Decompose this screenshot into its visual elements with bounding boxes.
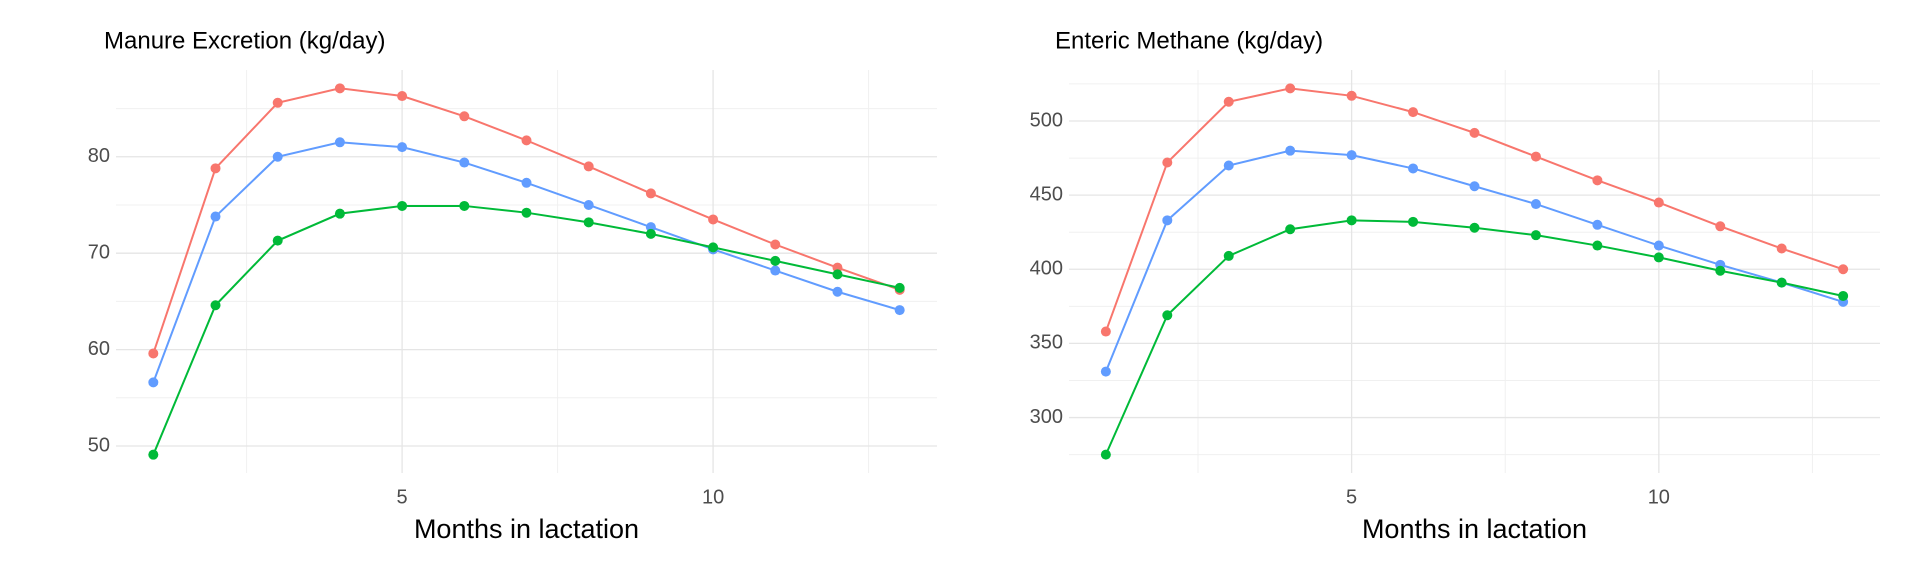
y-tick-label: 50: [88, 434, 110, 456]
point: [1162, 310, 1173, 321]
y-tick-label: 350: [1030, 332, 1063, 354]
point: [148, 377, 159, 388]
y-tick-label: 500: [1030, 109, 1063, 131]
point: [1530, 199, 1541, 210]
point: [708, 214, 719, 225]
x-tick-label: 10: [1648, 486, 1670, 508]
chart-title: Manure Excretion (kg/day): [104, 27, 385, 54]
point: [1530, 230, 1541, 241]
point: [459, 200, 470, 211]
point: [583, 199, 594, 210]
point: [459, 111, 470, 122]
point: [334, 137, 345, 148]
point: [272, 235, 283, 246]
y-tick-label: 80: [88, 145, 110, 167]
point: [1776, 243, 1787, 254]
line: [152, 204, 900, 456]
point: [832, 286, 843, 297]
point: [1408, 107, 1419, 118]
point: [397, 142, 408, 153]
point: [1715, 265, 1726, 276]
x-tick-label: 5: [1346, 486, 1357, 508]
point: [1285, 83, 1296, 94]
point: [272, 97, 283, 108]
point: [210, 300, 221, 311]
point: [521, 207, 532, 218]
line: [152, 87, 901, 354]
line: [1104, 87, 1844, 332]
point: [832, 269, 843, 280]
point: [521, 177, 532, 188]
point: [1838, 290, 1849, 301]
point: [770, 265, 781, 276]
point: [708, 242, 719, 253]
point: [1653, 240, 1664, 251]
point: [272, 151, 283, 162]
point: [1346, 215, 1357, 226]
point: [1223, 160, 1234, 171]
point: [1469, 222, 1480, 233]
point: [1162, 215, 1173, 226]
point: [1592, 240, 1603, 251]
point: [645, 188, 656, 199]
x-axis-label: Months in lactation: [1362, 514, 1587, 544]
chart-title: Enteric Methane (kg/day): [1055, 27, 1323, 54]
point: [1530, 151, 1541, 162]
point: [210, 163, 221, 174]
point: [1469, 181, 1480, 192]
point: [1653, 252, 1664, 263]
point: [334, 208, 345, 219]
point: [645, 228, 656, 239]
point: [1285, 224, 1296, 235]
point: [1285, 145, 1296, 156]
y-tick-label: 60: [88, 338, 110, 360]
point: [1100, 326, 1111, 337]
point: [1838, 264, 1849, 275]
point: [1100, 366, 1111, 377]
point: [1408, 163, 1419, 174]
x-tick-label: 5: [397, 486, 408, 508]
point: [1346, 90, 1357, 101]
point: [334, 83, 345, 94]
point: [894, 282, 905, 293]
line: [1104, 219, 1844, 456]
point: [459, 157, 470, 168]
point: [770, 239, 781, 250]
point: [770, 255, 781, 266]
point: [1223, 96, 1234, 107]
point: [1592, 219, 1603, 230]
point: [521, 135, 532, 146]
point: [1100, 449, 1111, 460]
point: [148, 348, 159, 359]
point: [1223, 250, 1234, 261]
point: [1346, 150, 1357, 161]
point: [1715, 221, 1726, 232]
y-tick-label: 400: [1030, 258, 1063, 280]
point: [1408, 216, 1419, 227]
x-tick-label: 10: [702, 486, 724, 508]
point: [1592, 175, 1603, 186]
point: [148, 449, 159, 460]
point: [397, 200, 408, 211]
point: [1469, 127, 1480, 138]
point: [210, 211, 221, 222]
point: [894, 305, 905, 316]
y-tick-label: 450: [1030, 183, 1063, 205]
y-tick-label: 300: [1030, 406, 1063, 428]
point: [583, 161, 594, 172]
point: [1776, 277, 1787, 288]
point: [1162, 157, 1173, 168]
point: [1653, 197, 1664, 208]
x-axis-label: Months in lactation: [414, 514, 639, 544]
point: [397, 91, 408, 102]
point: [583, 217, 594, 228]
y-tick-label: 70: [88, 241, 110, 263]
